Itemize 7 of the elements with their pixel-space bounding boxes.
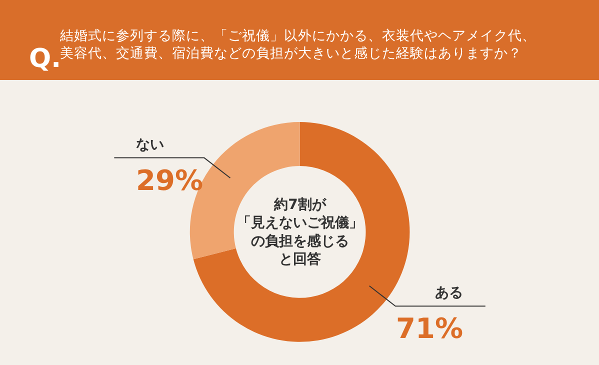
data-label: 71% [396,312,464,345]
chart-title: 結婚式に参列する際に、「ご祝儀」以外にかかる、衣装代やヘアメイク代、美容代、交通費、宿泊費などの負担が大きいと感じた経験はありますか？ [58,28,536,62]
text: Q. [29,44,61,74]
data-label: 29% [136,164,204,197]
text: 約7割が「見えないご祝儀」の負担を感じると回答 [237,196,363,268]
slice-label: ない [136,137,164,153]
slice-label: ある [435,285,463,301]
